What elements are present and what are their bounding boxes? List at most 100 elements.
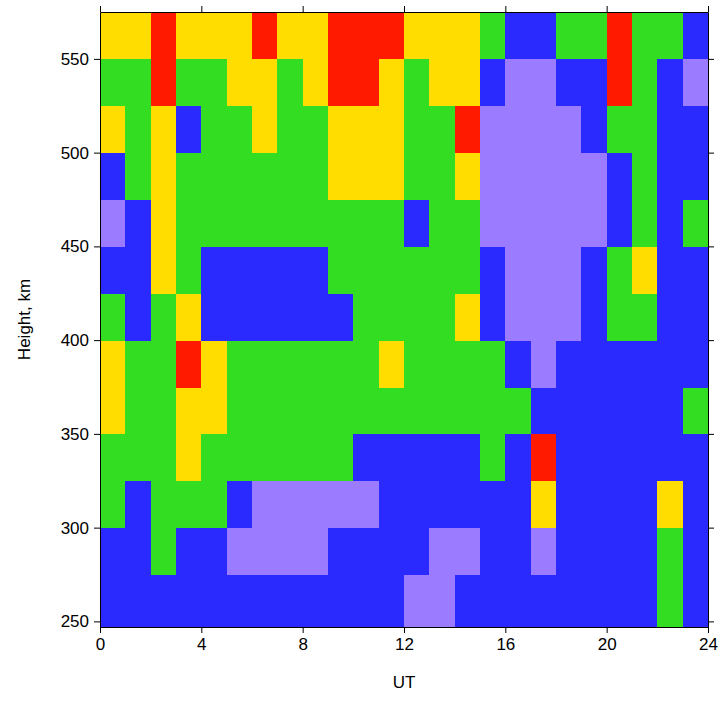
heatmap-cell xyxy=(201,293,227,340)
heatmap-cell xyxy=(505,387,531,434)
heatmap-cell xyxy=(201,575,227,628)
heatmap-cell xyxy=(100,575,126,628)
tick-label: 20 xyxy=(598,635,617,654)
heatmap-cell xyxy=(607,153,633,200)
heatmap-cell xyxy=(556,153,582,200)
heatmap-cell xyxy=(455,12,481,59)
heatmap-cell xyxy=(100,340,126,387)
heatmap-cell xyxy=(632,340,658,387)
heatmap-cell xyxy=(353,12,379,59)
tick-mark xyxy=(505,627,506,633)
heatmap-cell xyxy=(277,481,303,528)
heatmap-cell xyxy=(353,200,379,247)
tick xyxy=(708,434,714,435)
heatmap-cell xyxy=(404,246,430,293)
heatmap-cell xyxy=(581,293,607,340)
tick-label: 450 xyxy=(61,237,89,256)
tick-mark xyxy=(708,6,709,12)
tick xyxy=(708,621,714,622)
tick-mark xyxy=(201,627,202,633)
heatmap-cell xyxy=(100,528,126,575)
heatmap-cell xyxy=(227,106,253,153)
tick-label: 300 xyxy=(61,519,89,538)
tick xyxy=(201,6,202,12)
heatmap-cell xyxy=(455,481,481,528)
heatmap-cell xyxy=(277,340,303,387)
heatmap-cell xyxy=(455,528,481,575)
heatmap-cell xyxy=(227,12,253,59)
heatmap-cell xyxy=(151,293,177,340)
tick-mark xyxy=(94,340,100,341)
heatmap-cell xyxy=(607,387,633,434)
heatmap-cell xyxy=(683,434,708,481)
heatmap-cell xyxy=(556,59,582,106)
heatmap-cell xyxy=(607,340,633,387)
heatmap-cell xyxy=(657,200,683,247)
heatmap-cell xyxy=(404,481,430,528)
heatmap-cell xyxy=(100,481,126,528)
heatmap-cell xyxy=(480,246,506,293)
heatmap-cell xyxy=(125,106,151,153)
heatmap-cell xyxy=(455,246,481,293)
heatmap-cell xyxy=(480,340,506,387)
heatmap-cell xyxy=(480,59,506,106)
tick-mark xyxy=(94,528,100,529)
tick: 24 xyxy=(699,627,718,654)
heatmap-cell xyxy=(353,340,379,387)
heatmap-cell xyxy=(227,59,253,106)
heatmap-cell xyxy=(404,59,430,106)
heatmap-cell xyxy=(151,387,177,434)
heatmap-cell xyxy=(505,246,531,293)
heatmap-cell xyxy=(379,575,405,628)
heatmap-cell xyxy=(227,528,253,575)
heatmap-cell xyxy=(252,12,278,59)
heatmap-cell xyxy=(581,153,607,200)
tick: 400 xyxy=(61,331,100,350)
heatmap-cell xyxy=(404,387,430,434)
heatmap-cell xyxy=(429,528,455,575)
heatmap-cell xyxy=(581,387,607,434)
heatmap-cell xyxy=(455,153,481,200)
heatmap-cell xyxy=(505,481,531,528)
heatmap-cell xyxy=(429,575,455,628)
heatmap-cell xyxy=(581,528,607,575)
heatmap-cell xyxy=(328,59,354,106)
heatmap-cell xyxy=(353,59,379,106)
heatmap-cell xyxy=(556,340,582,387)
heatmap-cell xyxy=(328,528,354,575)
heatmap-cell xyxy=(429,59,455,106)
heatmap-cell xyxy=(252,528,278,575)
heatmap-cell xyxy=(353,481,379,528)
tick-mark xyxy=(708,627,709,633)
tick xyxy=(708,528,714,529)
heatmap-cell xyxy=(328,387,354,434)
heatmap-cell xyxy=(252,200,278,247)
heatmap-cell xyxy=(277,575,303,628)
tick: 8 xyxy=(298,627,307,654)
heatmap-cell xyxy=(683,200,708,247)
heatmap-cell xyxy=(125,575,151,628)
heatmap-cell xyxy=(683,59,708,106)
heatmap-cell xyxy=(607,12,633,59)
heatmap-cell xyxy=(531,575,557,628)
heatmap-cell xyxy=(556,12,582,59)
heatmap-cell xyxy=(657,153,683,200)
heatmap-cell xyxy=(227,387,253,434)
heatmap-cell xyxy=(429,481,455,528)
axis-line xyxy=(101,12,709,13)
heatmap-cell xyxy=(176,153,202,200)
heatmap-cell xyxy=(100,59,126,106)
heatmap-cell xyxy=(480,293,506,340)
heatmap-cell xyxy=(303,481,329,528)
heatmap-cell xyxy=(328,106,354,153)
heatmap-cell xyxy=(556,293,582,340)
heatmap-cell xyxy=(531,528,557,575)
heatmap-cell xyxy=(531,293,557,340)
tick-mark xyxy=(303,627,304,633)
heatmap-cell xyxy=(151,153,177,200)
heatmap-cell xyxy=(531,200,557,247)
heatmap-cell xyxy=(227,481,253,528)
tick xyxy=(708,6,709,12)
heatmap-cell xyxy=(201,200,227,247)
heatmap-cell xyxy=(581,246,607,293)
